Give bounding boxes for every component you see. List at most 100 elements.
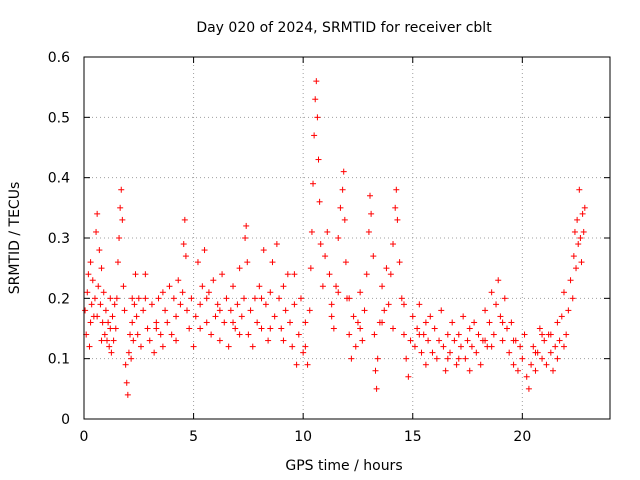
data-point: [221, 319, 228, 326]
data-point: [236, 265, 243, 272]
data-point: [367, 192, 374, 199]
data-point: [95, 283, 102, 290]
data-point: [414, 325, 421, 332]
data-point: [97, 301, 104, 308]
data-point: [273, 241, 280, 248]
data-point: [337, 204, 344, 211]
data-point: [269, 259, 276, 266]
data-point: [124, 391, 131, 398]
data-point: [307, 265, 314, 272]
data-point: [330, 325, 337, 332]
data-point: [107, 325, 114, 332]
y-tick-label: 0.4: [48, 171, 70, 187]
data-point: [87, 259, 94, 266]
data-point: [265, 337, 272, 344]
data-point: [135, 295, 142, 302]
data-point: [162, 307, 169, 314]
data-point: [247, 307, 254, 314]
x-tick-label: 20: [513, 429, 531, 445]
data-point: [346, 295, 353, 302]
data-point: [506, 349, 513, 356]
data-point: [82, 307, 89, 314]
data-point: [177, 301, 184, 308]
data-point: [573, 265, 580, 272]
data-point: [113, 295, 120, 302]
data-point: [576, 186, 583, 193]
data-point: [539, 355, 546, 362]
data-point: [111, 301, 118, 308]
data-point: [280, 283, 287, 290]
y-tick-label: 0: [61, 412, 70, 428]
data-point: [109, 313, 116, 320]
data-point: [560, 289, 567, 296]
data-point: [547, 349, 554, 356]
data-point: [192, 313, 199, 320]
data-point: [295, 331, 302, 338]
data-point: [121, 307, 128, 314]
data-point: [186, 325, 193, 332]
data-point: [394, 216, 401, 223]
data-point: [173, 337, 180, 344]
data-point: [223, 295, 230, 302]
axis-ticks: 0 5 10 15 20 0 0.1 0.2 0.3 0.4 0.5 0.6: [48, 50, 610, 445]
data-point: [449, 319, 456, 326]
data-point: [466, 367, 473, 374]
data-point: [570, 253, 577, 260]
data-point: [468, 343, 475, 350]
data-point: [371, 331, 378, 338]
x-tick-label: 5: [189, 429, 198, 445]
data-point: [118, 186, 125, 193]
data-point: [85, 271, 92, 278]
data-point: [442, 367, 449, 374]
data-point: [466, 325, 473, 332]
data-point: [370, 253, 377, 260]
data-point: [536, 325, 543, 332]
data-point: [129, 295, 136, 302]
data-point: [96, 247, 103, 254]
data-point: [400, 331, 407, 338]
data-point: [451, 337, 458, 344]
data-point: [236, 331, 243, 338]
data-point: [140, 307, 147, 314]
data-point: [493, 301, 500, 308]
data-point: [567, 277, 574, 284]
data-point: [486, 319, 493, 326]
data-point: [532, 367, 539, 374]
data-point: [166, 283, 173, 290]
data-point: [153, 319, 160, 326]
data-point: [475, 331, 482, 338]
data-point: [254, 319, 261, 326]
y-tick-label: 0.5: [48, 110, 70, 126]
data-point: [205, 289, 212, 296]
y-tick-label: 0.3: [48, 231, 70, 247]
data-point: [407, 337, 414, 344]
y-axis-label: SRMTID / TECUs: [7, 182, 23, 295]
data-point: [276, 295, 283, 302]
data-point: [119, 216, 126, 223]
data-point: [429, 349, 436, 356]
data-point: [99, 319, 106, 326]
data-point: [182, 253, 189, 260]
data-point: [324, 228, 331, 235]
data-point: [159, 343, 166, 350]
data-point: [532, 349, 539, 356]
data-point: [100, 289, 107, 296]
data-point: [416, 331, 423, 338]
data-point: [460, 313, 467, 320]
data-point: [359, 337, 366, 344]
data-point: [403, 355, 410, 362]
data-point: [112, 325, 119, 332]
data-point: [571, 228, 578, 235]
data-point: [304, 361, 311, 368]
x-tick-label: 10: [294, 429, 312, 445]
data-point: [133, 313, 140, 320]
data-point: [188, 295, 195, 302]
data-point: [129, 319, 136, 326]
data-point: [455, 331, 462, 338]
data-point: [438, 307, 445, 314]
data-point: [508, 319, 515, 326]
data-point: [104, 337, 111, 344]
data-point: [372, 367, 379, 374]
data-point: [350, 313, 357, 320]
data-point: [340, 168, 347, 175]
